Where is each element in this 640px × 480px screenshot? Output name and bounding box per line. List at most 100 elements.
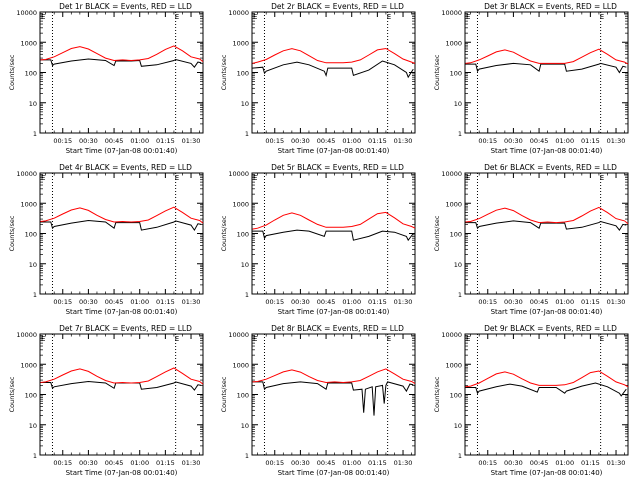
y-tick-label: 1000 (445, 39, 462, 47)
series-lld-line (465, 370, 629, 388)
y-tick-label: 10000 (16, 331, 37, 339)
y-tick-label: 100 (25, 70, 37, 78)
y-tick-label: 1000 (445, 361, 462, 369)
x-tick-label: 01:30 (182, 137, 201, 145)
x-tick-label: 01:15 (581, 459, 600, 467)
panel-title: Det 7r BLACK = Events, RED = LLD (59, 324, 192, 333)
x-tick-label: 00:30 (291, 137, 310, 145)
x-tick-label: 01:00 (342, 298, 361, 306)
x-axis-label: Start Time (07-Jan-08 00:01:40) (278, 469, 390, 477)
y-tick-label: 1 (245, 452, 249, 460)
x-tick-label: 01:30 (607, 298, 626, 306)
y-axis-label: Counts/sec (220, 376, 228, 412)
x-axis-label: Start Time (07-Jan-08 00:01:40) (278, 308, 390, 316)
panel-title: Det 3r BLACK = Events, RED = LLD (484, 2, 617, 11)
panel-title: Det 5r BLACK = Events, RED = LLD (271, 163, 404, 172)
x-tick-label: 00:45 (530, 298, 549, 306)
x-axis-label: Start Time (07-Jan-08 00:01:40) (66, 308, 178, 316)
x-tick-label: 01:00 (342, 459, 361, 467)
x-tick-label: 00:30 (79, 298, 98, 306)
x-tick-label: 00:30 (504, 137, 523, 145)
x-tick-label: 00:30 (504, 459, 523, 467)
panel-det-4: Det 4r BLACK = Events, RED = LLD 1 10 100 10… (8, 163, 204, 316)
y-tick-label: 10000 (16, 9, 37, 17)
x-tick-label: 00:45 (530, 137, 549, 145)
y-axis-label: Counts/sec (433, 215, 441, 251)
panel-det-2: Det 2r BLACK = Events, RED = LLD 1 10 100 10… (220, 2, 416, 155)
y-tick-label: 1 (458, 130, 462, 138)
y-tick-label: 10000 (441, 9, 462, 17)
x-tick-label: 01:00 (130, 298, 149, 306)
panel-det-3: Det 3r BLACK = Events, RED = LLD 1 10 100 10… (433, 2, 629, 155)
y-tick-label: 10 (29, 100, 37, 108)
x-axis-label: Start Time (07-Jan-08 00:01:40) (66, 469, 178, 477)
plot-frame (39, 333, 204, 456)
y-tick-label: 10 (241, 100, 249, 108)
legend-marker: E (41, 174, 45, 182)
panel-det-5: Det 5r BLACK = Events, RED = LLD 1 10 100 10… (220, 163, 416, 316)
y-tick-label: 100 (450, 231, 462, 239)
x-tick-label: 00:15 (478, 298, 497, 306)
y-tick-label: 100 (237, 392, 249, 400)
x-tick-label: 00:30 (79, 459, 98, 467)
x-axis-label: Start Time (07-Jan-08 00:01:40) (491, 147, 603, 155)
y-axis-label: Counts/sec (433, 54, 441, 90)
y-tick-label: 10000 (441, 170, 462, 178)
legend-marker: E (175, 335, 179, 343)
x-tick-label: 01:00 (342, 137, 361, 145)
y-tick-label: 1 (33, 452, 37, 460)
x-tick-label: 01:15 (156, 298, 175, 306)
legend-marker: E (253, 174, 257, 182)
x-tick-label: 00:45 (317, 459, 336, 467)
panel-title: Det 9r BLACK = Events, RED = LLD (484, 324, 617, 333)
series-events-line (252, 381, 414, 416)
legend-marker: E (600, 174, 604, 182)
x-tick-label: 00:45 (105, 137, 124, 145)
y-tick-label: 100 (237, 231, 249, 239)
series-events-line (252, 229, 414, 242)
legend-marker: E (253, 13, 257, 21)
y-tick-label: 10 (454, 422, 462, 430)
x-tick-label: 00:45 (317, 298, 336, 306)
x-tick-label: 00:45 (317, 137, 336, 145)
x-tick-label: 00:45 (530, 459, 549, 467)
legend-marker: E (387, 174, 391, 182)
legend-marker: E (253, 335, 257, 343)
y-tick-label: 10 (29, 422, 37, 430)
x-axis-label: Start Time (07-Jan-08 00:01:40) (491, 308, 603, 316)
series-lld-line (40, 206, 204, 224)
y-tick-label: 10 (454, 100, 462, 108)
y-tick-label: 10 (241, 261, 249, 269)
x-tick-label: 01:30 (607, 459, 626, 467)
legend-marker: E (600, 335, 604, 343)
y-tick-label: 1000 (20, 361, 37, 369)
series-lld-line (252, 211, 416, 230)
panel-det-6: Det 6r BLACK = Events, RED = LLD 1 10 100 10… (433, 163, 629, 316)
x-tick-label: 01:15 (581, 298, 600, 306)
y-axis-label: Counts/sec (220, 54, 228, 90)
x-tick-label: 01:30 (182, 298, 201, 306)
y-tick-label: 10 (454, 261, 462, 269)
x-tick-label: 01:00 (555, 459, 574, 467)
plot-frame (39, 11, 204, 134)
x-tick-label: 00:30 (504, 298, 523, 306)
y-tick-label: 1 (245, 291, 249, 299)
panel-det-8: Det 8r BLACK = Events, RED = LLD 1 10 100 10… (220, 324, 416, 477)
y-tick-label: 100 (450, 392, 462, 400)
panel-title: Det 2r BLACK = Events, RED = LLD (271, 2, 404, 11)
plot-frame (39, 172, 204, 295)
x-tick-label: 01:15 (368, 137, 387, 145)
panel-title: Det 8r BLACK = Events, RED = LLD (271, 324, 404, 333)
y-axis-label: Counts/sec (433, 376, 441, 412)
x-tick-label: 00:45 (105, 298, 124, 306)
series-lld-line (465, 48, 629, 65)
y-tick-label: 10 (241, 422, 249, 430)
y-axis-label: Counts/sec (220, 215, 228, 251)
y-tick-label: 1000 (20, 200, 37, 208)
y-axis-label: Counts/sec (8, 54, 16, 90)
x-tick-label: 00:15 (478, 137, 497, 145)
x-tick-label: 00:15 (53, 137, 72, 145)
y-tick-label: 10000 (441, 331, 462, 339)
x-tick-label: 01:00 (130, 137, 149, 145)
